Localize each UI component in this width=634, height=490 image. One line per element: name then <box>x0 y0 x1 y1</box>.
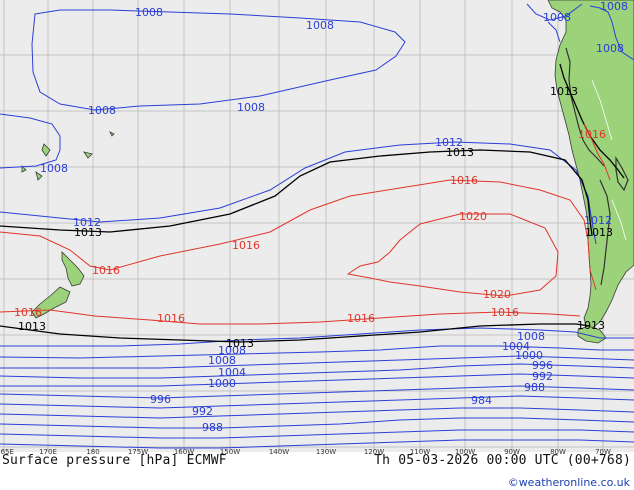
south-pacific-islands <box>21 131 115 181</box>
isobar-label: 996 <box>532 359 553 372</box>
low-pressure-isobars <box>0 3 634 449</box>
isobar-label: 1008 <box>596 42 624 55</box>
longitude-tick: 130W <box>316 448 336 456</box>
longitude-tick: 175W <box>128 448 148 456</box>
isobar-label: 996 <box>150 393 171 406</box>
isobar-label: 1008 <box>88 104 116 117</box>
longitude-tick: 80W <box>550 448 566 456</box>
isobar-label: 988 <box>202 421 223 434</box>
isobar-label: 1008 <box>517 330 545 343</box>
longitude-tick: 180 <box>86 448 99 456</box>
tierra-del-fuego <box>577 325 607 344</box>
isobar-labels: 1008 1008 1008 1008 1008 1008 1008 1008 … <box>14 0 628 434</box>
ocean-background <box>0 0 634 452</box>
longitude-tick: 70W <box>595 448 611 456</box>
longitude-tick: 160W <box>174 448 194 456</box>
isobar-label: 1016 <box>578 128 606 141</box>
longitude-tick: 110W <box>410 448 430 456</box>
longitude-tick: 165E <box>0 448 14 456</box>
andes-terrain <box>565 47 629 286</box>
isobar-label: 1013 <box>550 85 578 98</box>
longitude-tick: 100W <box>455 448 475 456</box>
isobar-label: 1013 <box>18 320 46 333</box>
isobar-label: 1012 <box>435 136 463 149</box>
isobar-label: 1013 <box>74 226 102 239</box>
isobar-label: 1004 <box>218 366 246 379</box>
longitude-tick: 120W <box>364 448 384 456</box>
isobar-label: 1008 <box>40 162 68 175</box>
isobar-label: 1004 <box>502 340 530 353</box>
isobar-label: 1000 <box>208 377 236 390</box>
isobar-label: 1013 <box>446 146 474 159</box>
coastline-detail <box>591 79 627 241</box>
isobar-label: 1016 <box>347 312 375 325</box>
longitude-tick: 90W <box>504 448 520 456</box>
isobar-label: 1008 <box>208 354 236 367</box>
isobar-label: 1016 <box>92 264 120 277</box>
map-title: Surface pressure [hPa] ECMWF <box>2 453 227 468</box>
isobar-label: 1008 <box>600 0 628 13</box>
isobar-label: 1016 <box>450 174 478 187</box>
isobar-label: 1012 <box>584 214 612 227</box>
isobar-label: 1000 <box>515 349 543 362</box>
isobar-label: 1008 <box>306 19 334 32</box>
isobar-label: 1016 <box>491 306 519 319</box>
map-footer: Surface pressure [hPa] ECMWF Th 05-03-20… <box>0 452 634 490</box>
isobar-label: 1020 <box>459 210 487 223</box>
isobar-label: 1008 <box>135 6 163 19</box>
isobar-label: 992 <box>532 370 553 383</box>
high-pressure-isobars <box>0 123 611 325</box>
isobar-label: 1008 <box>237 101 265 114</box>
isobar-label: 1012 <box>73 216 101 229</box>
isobar-label: 1013 <box>577 319 605 332</box>
isobar-label: 992 <box>192 405 213 418</box>
longitude-tick-labels: 165E 170E 180 175W 160W 150W 140W 130W 1… <box>0 448 611 456</box>
source-credit-link[interactable]: ©weatheronline.co.uk <box>507 476 630 489</box>
isobar-label: 1016 <box>232 239 260 252</box>
longitude-tick: 140W <box>269 448 289 456</box>
isobar-label: 1013 <box>585 226 613 239</box>
longitude-tick: 170E <box>39 448 57 456</box>
isobar-label: 1008 <box>543 11 571 24</box>
valid-time: Th 05-03-2026 00:00 UTC (00+768) <box>374 453 631 468</box>
isobar-label: 1008 <box>218 344 246 357</box>
isobar-label: 1013 <box>226 337 254 350</box>
isobar-label: 988 <box>524 381 545 394</box>
new-zealand-north-island <box>61 251 85 287</box>
longitude-tick: 150W <box>220 448 240 456</box>
isobar-label: 1016 <box>14 306 42 319</box>
isobar-label: 1016 <box>157 312 185 325</box>
isobar-label: 1020 <box>483 288 511 301</box>
isobar-label: 984 <box>471 394 492 407</box>
